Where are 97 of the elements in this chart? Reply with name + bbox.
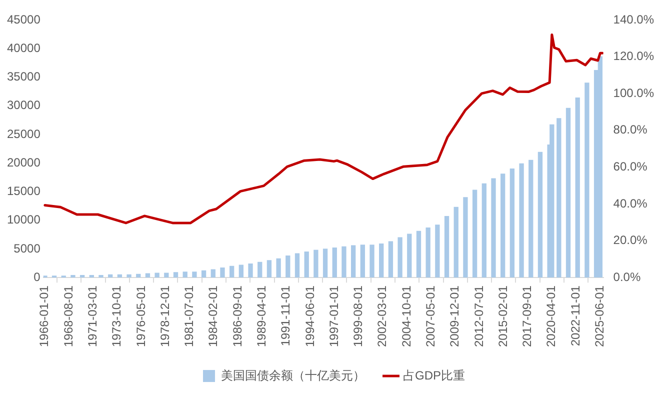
x-tick-label: 1984-02-01 xyxy=(206,285,220,348)
bar xyxy=(136,274,141,278)
bar xyxy=(230,266,234,278)
bar xyxy=(407,234,412,278)
bar xyxy=(173,272,178,278)
bar xyxy=(463,197,468,278)
x-tick-label: 1989-04-01 xyxy=(254,285,269,348)
bar xyxy=(164,272,169,278)
x-tick-label: 2020-04-01 xyxy=(544,285,558,348)
bar xyxy=(266,260,272,278)
x-tick-label: 2017-09-01 xyxy=(520,285,534,348)
bar xyxy=(294,253,300,278)
x-tick-label: 2007-05-01 xyxy=(424,285,438,348)
bar xyxy=(370,244,374,278)
bar xyxy=(286,256,290,278)
y-tick-label: 30000 xyxy=(6,98,41,112)
legend-label: 美国国债余额（十亿美元） xyxy=(221,368,365,382)
bar xyxy=(538,152,543,278)
bar xyxy=(444,216,450,278)
y2-tick-label: 40.0% xyxy=(613,196,648,210)
bar xyxy=(238,264,244,278)
bar xyxy=(426,227,430,278)
bar xyxy=(491,178,496,278)
bar xyxy=(500,174,506,278)
bar xyxy=(575,98,580,278)
y-tick-label: 20000 xyxy=(6,155,41,170)
y-tick-label: 25000 xyxy=(6,126,41,141)
bar xyxy=(304,252,309,278)
y2-tick-label: 80.0% xyxy=(613,122,648,137)
legend-label: 占GDP比重 xyxy=(403,368,466,382)
bar xyxy=(248,264,253,278)
x-tick-label: 1981-07-01 xyxy=(182,285,196,348)
y-tick-label: 35000 xyxy=(6,70,41,84)
bar xyxy=(332,248,337,278)
bar xyxy=(398,237,402,278)
x-tick-label: 1991-11-01 xyxy=(278,285,293,346)
bar xyxy=(182,272,188,278)
bar xyxy=(258,262,262,278)
x-tick-label: 2004-10-01 xyxy=(399,285,414,348)
bar xyxy=(342,246,346,278)
x-tick-label: 2009-12-01 xyxy=(448,285,462,348)
x-tick-label: 1994-06-01 xyxy=(302,285,317,348)
bar xyxy=(314,250,318,278)
x-tick-label: 2012-07-01 xyxy=(472,285,486,348)
bar xyxy=(322,248,328,278)
bar xyxy=(220,268,225,278)
bar xyxy=(519,163,524,278)
y2-tick-label: 20.0% xyxy=(613,233,648,248)
bar xyxy=(154,272,160,278)
y2-tick-label: 0.0% xyxy=(613,270,641,284)
bar xyxy=(584,82,590,278)
bar xyxy=(482,183,486,278)
y-tick-label: 15000 xyxy=(6,184,41,198)
x-tick-label: 1997-01-01 xyxy=(326,285,341,348)
bar xyxy=(435,224,440,278)
bar xyxy=(117,274,122,278)
y-tick-label: 0 xyxy=(34,270,41,284)
x-tick-label: 1968-08-01 xyxy=(61,285,76,348)
y2-tick-label: 120.0% xyxy=(613,49,654,64)
bar xyxy=(350,245,356,278)
bar xyxy=(201,270,206,278)
bar xyxy=(145,273,150,278)
x-tick-label: 2002-03-01 xyxy=(375,285,390,348)
x-tick-label: 1973-10-01 xyxy=(110,285,124,348)
bar xyxy=(550,124,554,278)
bar xyxy=(360,244,365,278)
bar xyxy=(566,108,571,278)
bar xyxy=(108,274,113,278)
x-tick-label: 2015-02-01 xyxy=(496,285,510,348)
x-tick-label: 1971-03-01 xyxy=(86,285,100,348)
y-tick-label: 10000 xyxy=(6,212,41,227)
bar xyxy=(210,269,216,278)
y2-tick-label: 60.0% xyxy=(613,160,648,174)
bar xyxy=(379,244,384,278)
x-tick-label: 2025-06-01 xyxy=(592,285,606,348)
bar xyxy=(528,160,534,278)
bar xyxy=(126,274,132,278)
bar xyxy=(472,190,478,278)
x-tick-label: 1976-05-01 xyxy=(134,285,148,348)
y-tick-label: 45000 xyxy=(6,12,41,26)
bar xyxy=(598,56,603,278)
x-tick-label: 1999-08-01 xyxy=(351,285,366,348)
x-tick-label: 1966-01-01 xyxy=(37,285,52,348)
x-tick-label: 1978-12-01 xyxy=(158,285,172,348)
bar xyxy=(416,230,422,278)
bar xyxy=(556,118,562,278)
bar xyxy=(388,241,394,278)
y2-tick-label: 140.0% xyxy=(613,12,654,26)
x-tick-label: 1986-09-01 xyxy=(230,285,244,348)
bar xyxy=(454,206,458,278)
y-tick-label: 5000 xyxy=(14,241,41,256)
y2-tick-label: 100.0% xyxy=(613,86,654,100)
bar xyxy=(276,258,281,278)
bar xyxy=(510,168,515,278)
bar xyxy=(192,272,197,278)
x-tick-label: 2022-11-01 xyxy=(568,285,582,346)
y-tick-label: 40000 xyxy=(6,40,41,55)
